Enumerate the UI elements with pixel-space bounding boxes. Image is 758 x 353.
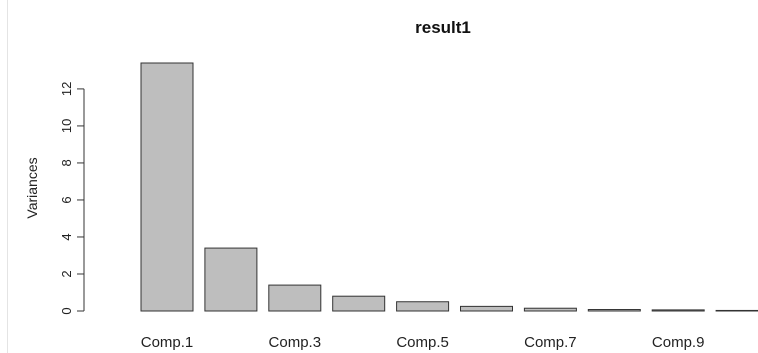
x-axis-labels: Comp.1 Comp.3 Comp.5 Comp.7 Comp.9 <box>141 334 705 351</box>
bar-comp-10 <box>715 309 758 312</box>
x-tick-label: Comp.1 <box>141 334 194 351</box>
y-tick-label: 6 <box>59 196 74 203</box>
bar-comp-7 <box>523 307 577 312</box>
bar-comp-3 <box>268 284 322 312</box>
bar-comp-9 <box>651 309 705 312</box>
bar-comp-4 <box>332 295 386 312</box>
x-tick-label: Comp.5 <box>396 334 449 351</box>
bar-comp-8 <box>587 309 641 312</box>
x-tick-label: Comp.9 <box>652 334 705 351</box>
y-tick-label: 10 <box>59 119 74 133</box>
y-axis-label: Variances <box>24 157 40 218</box>
y-tick-label: 0 <box>59 307 74 314</box>
left-border-line <box>7 0 8 353</box>
y-axis: 0 2 4 6 8 10 12 <box>59 82 85 315</box>
bar-comp-1 <box>140 62 194 312</box>
bar-comp-6 <box>460 305 513 312</box>
y-tick-label: 8 <box>59 159 74 166</box>
bar-comp-5 <box>396 301 450 312</box>
y-tick-label: 4 <box>59 233 74 240</box>
bar-comp-2 <box>204 247 258 312</box>
chart-title: result1 <box>415 18 471 37</box>
bars-group <box>140 62 758 312</box>
y-tick-label: 12 <box>59 82 74 96</box>
y-tick-label: 2 <box>59 270 74 277</box>
x-tick-label: Comp.7 <box>524 334 577 351</box>
x-tick-label: Comp.3 <box>269 334 322 351</box>
